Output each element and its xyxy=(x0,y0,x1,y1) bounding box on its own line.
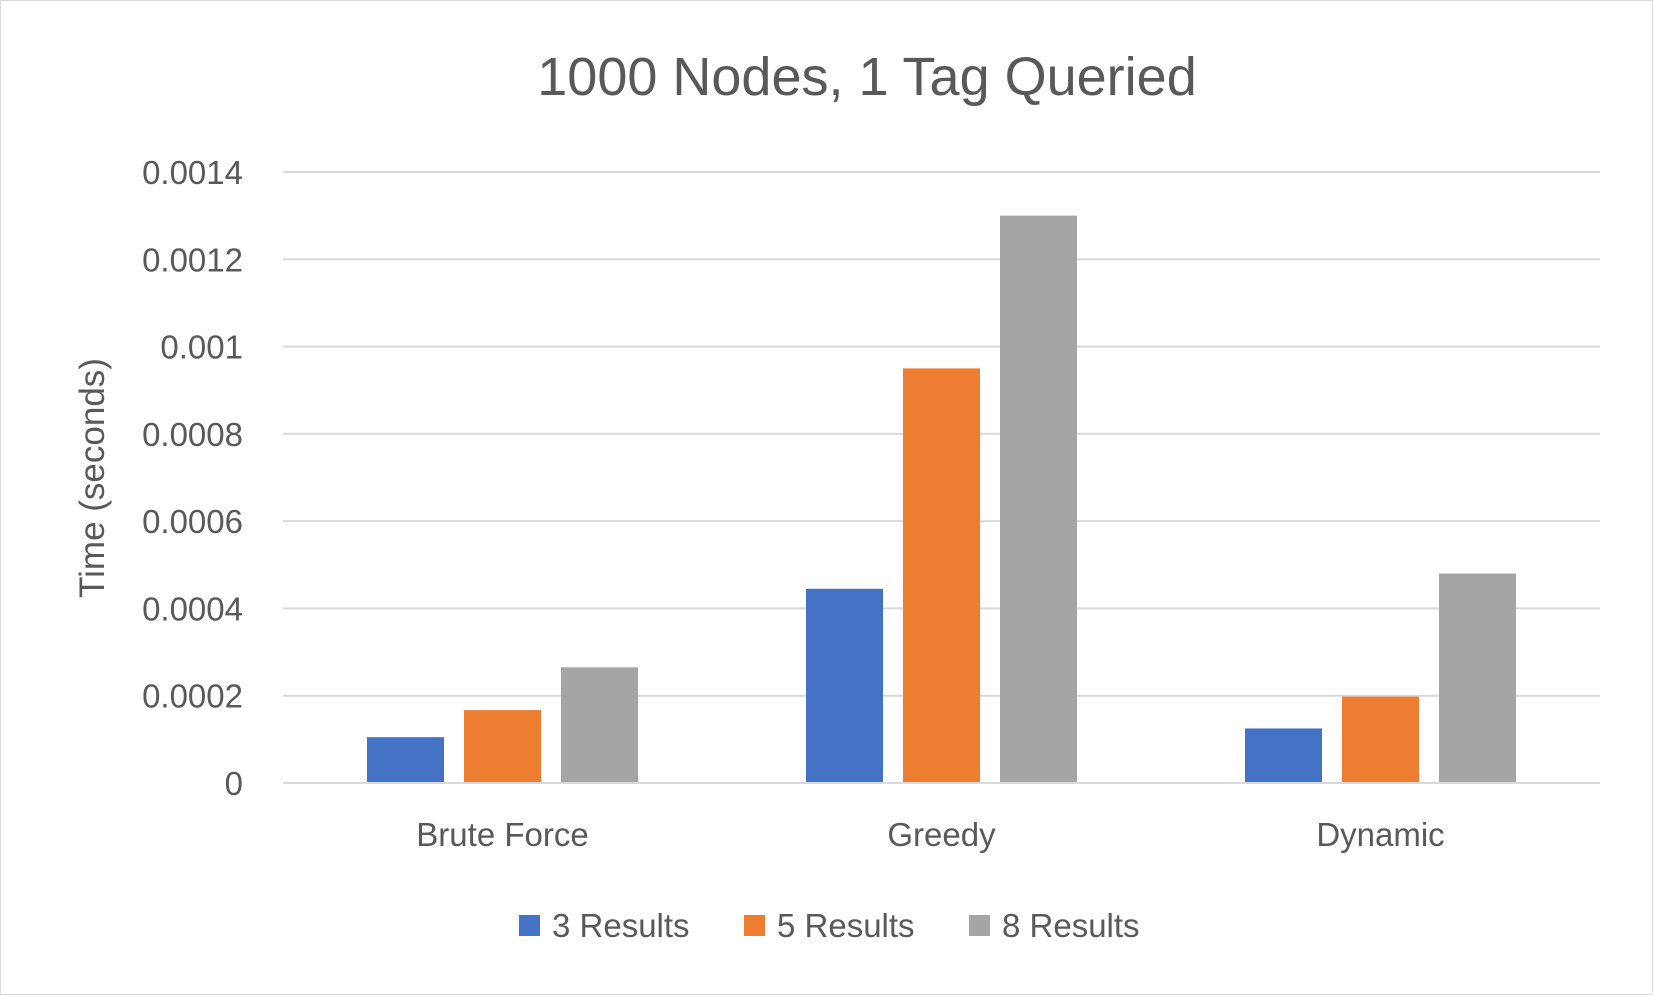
bar-5-results-dynamic xyxy=(1342,696,1419,783)
legend-swatch xyxy=(744,915,765,936)
y-tick-label: 0 xyxy=(225,765,243,802)
y-tick-label: 0.0012 xyxy=(142,241,243,278)
bar-8-results-brute-force xyxy=(561,667,638,783)
y-tick-label: 0.0002 xyxy=(142,678,243,715)
legend-label: 8 Results xyxy=(1002,907,1140,944)
x-tick-label: Greedy xyxy=(887,816,996,853)
x-axis-ticks: Brute Force Greedy Dynamic xyxy=(416,816,1444,853)
bar-3-results-greedy xyxy=(806,588,883,783)
y-axis-title: Time (seconds) xyxy=(73,358,112,598)
y-tick-label: 0.0014 xyxy=(142,154,243,191)
y-tick-label: 0.0008 xyxy=(142,416,243,453)
bar-3-results-dynamic xyxy=(1245,728,1322,783)
bars xyxy=(367,215,1516,784)
bar-3-results-brute-force xyxy=(367,737,444,783)
x-tick-label: Dynamic xyxy=(1316,816,1444,853)
bar-8-results-dynamic xyxy=(1439,573,1516,783)
bar-5-results-greedy xyxy=(903,368,980,783)
x-tick-label: Brute Force xyxy=(416,816,588,853)
bar-5-results-brute-force xyxy=(464,710,541,783)
chart-title: 1000 Nodes, 1 Tag Queried xyxy=(537,47,1196,107)
legend-label: 5 Results xyxy=(777,907,915,944)
legend-swatch xyxy=(969,915,990,936)
legend-swatch xyxy=(519,915,540,936)
legend-label: 3 Results xyxy=(552,907,690,944)
y-axis-ticks: 0 0.0002 0.0004 0.0006 0.0008 0.001 0.0012 0.00… xyxy=(142,154,243,802)
legend: 3 Results 5 Results 8 Results xyxy=(519,907,1140,944)
y-tick-label: 0.001 xyxy=(160,329,243,366)
y-tick-label: 0.0006 xyxy=(142,503,243,540)
y-tick-label: 0.0004 xyxy=(142,590,243,627)
bar-8-results-greedy xyxy=(1000,215,1077,784)
